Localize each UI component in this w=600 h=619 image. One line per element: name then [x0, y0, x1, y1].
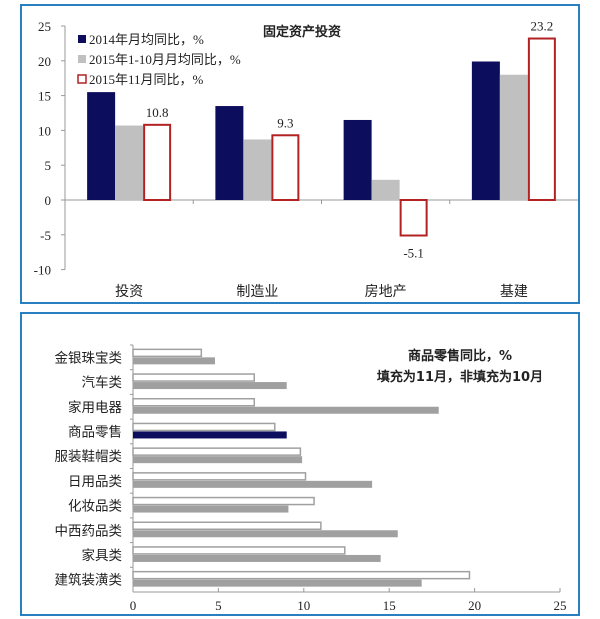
bar — [471, 61, 500, 200]
bar — [399, 199, 428, 237]
bar-october — [132, 422, 276, 432]
x-tick-label: 0 — [130, 598, 137, 613]
x-tick-label: 20 — [468, 598, 481, 613]
x-tick-label: 房地产 — [365, 284, 407, 300]
bar — [343, 119, 372, 200]
y-tick-label: 中西药品类 — [55, 523, 123, 539]
x-tick-label: 制造业 — [236, 284, 278, 300]
y-tick-label: 化妆品类 — [68, 499, 122, 515]
bar-october — [132, 570, 471, 580]
x-tick-label: 基建 — [500, 283, 528, 300]
y-tick-label: 0 — [45, 193, 52, 208]
bar — [271, 134, 300, 201]
bar-november — [133, 530, 398, 538]
bar-november — [133, 431, 287, 439]
retail-chart: 0 5 10 15 20 25 金银珠宝类汽车类家用电器商品零售服装鞋帽类日用品类化妆品类中… — [55, 344, 567, 613]
data-label: -5.1 — [403, 245, 424, 260]
legend-swatch — [78, 55, 86, 63]
bar-october — [132, 447, 302, 456]
x-tick-label: 投资 — [115, 284, 143, 300]
y-tick-label: 10 — [38, 123, 51, 138]
y-tick-label: 5 — [45, 158, 52, 173]
bar — [215, 106, 244, 200]
y-tick-label: 建筑装潢类 — [55, 573, 123, 589]
bottom-chart-subtitle: 填充为11月，非填充为10月 — [377, 369, 543, 385]
bar-november — [133, 480, 373, 488]
bar — [243, 139, 272, 200]
top-chart-title: 固定资产投资 — [263, 24, 341, 40]
bar-october — [132, 521, 322, 530]
bar-november — [133, 382, 287, 390]
y-tick-label: 20 — [38, 54, 51, 69]
y-tick-label: 15 — [38, 89, 51, 104]
y-tick-label: -5 — [40, 228, 51, 243]
legend-swatch — [78, 35, 86, 43]
data-label: 10.8 — [146, 105, 169, 120]
bar-november — [133, 357, 215, 365]
bottom-panel-border — [20, 312, 580, 616]
top-panel-border — [20, 4, 580, 304]
legend-swatch — [77, 74, 87, 84]
bar — [143, 123, 172, 201]
fixed-asset-chart: -10 -5 0 5 10 15 20 25 投资 10.8 制造业 9.3 房地产 -5.1 基建 23.2… — [34, 19, 578, 300]
bar — [115, 125, 144, 200]
legend-label: 2015年1-10月月均同比，% — [89, 52, 241, 67]
bar — [371, 179, 400, 200]
y-tick-label: -10 — [34, 263, 51, 278]
bar-november — [133, 505, 289, 513]
y-tick-label: 服装鞋帽类 — [55, 449, 123, 465]
y-tick-label: 金银珠宝类 — [55, 350, 123, 366]
bar-october — [132, 398, 256, 407]
x-tick-label: 25 — [554, 598, 567, 613]
bar-november — [133, 456, 303, 464]
bar-october — [132, 546, 346, 555]
x-tick-label: 5 — [215, 598, 222, 613]
x-tick-label: 15 — [383, 598, 396, 613]
bar-november — [133, 406, 439, 414]
y-tick-label: 家用电器 — [68, 399, 122, 416]
bar-october — [132, 472, 307, 481]
y-tick-label: 商品零售 — [68, 424, 122, 440]
bar-october — [132, 348, 203, 358]
legend-label: 2015年11月同比，% — [89, 72, 204, 87]
bar-november — [133, 554, 381, 562]
bar — [499, 74, 528, 200]
bar-november — [133, 579, 422, 587]
data-label: 9.3 — [277, 115, 293, 130]
x-tick-label: 10 — [297, 598, 310, 613]
bar — [527, 37, 556, 201]
y-tick-label: 家具类 — [82, 547, 123, 564]
y-tick-label: 汽车类 — [82, 374, 123, 391]
bar-october — [132, 373, 256, 382]
y-tick-label: 日用品类 — [68, 474, 122, 490]
bar-october — [132, 496, 315, 506]
y-tick-label: 25 — [38, 19, 51, 34]
bar — [87, 92, 116, 200]
legend-label: 2014年月均同比，% — [89, 32, 204, 47]
data-label: 23.2 — [531, 19, 554, 34]
bottom-chart-title: 商品零售同比，% — [408, 348, 512, 364]
